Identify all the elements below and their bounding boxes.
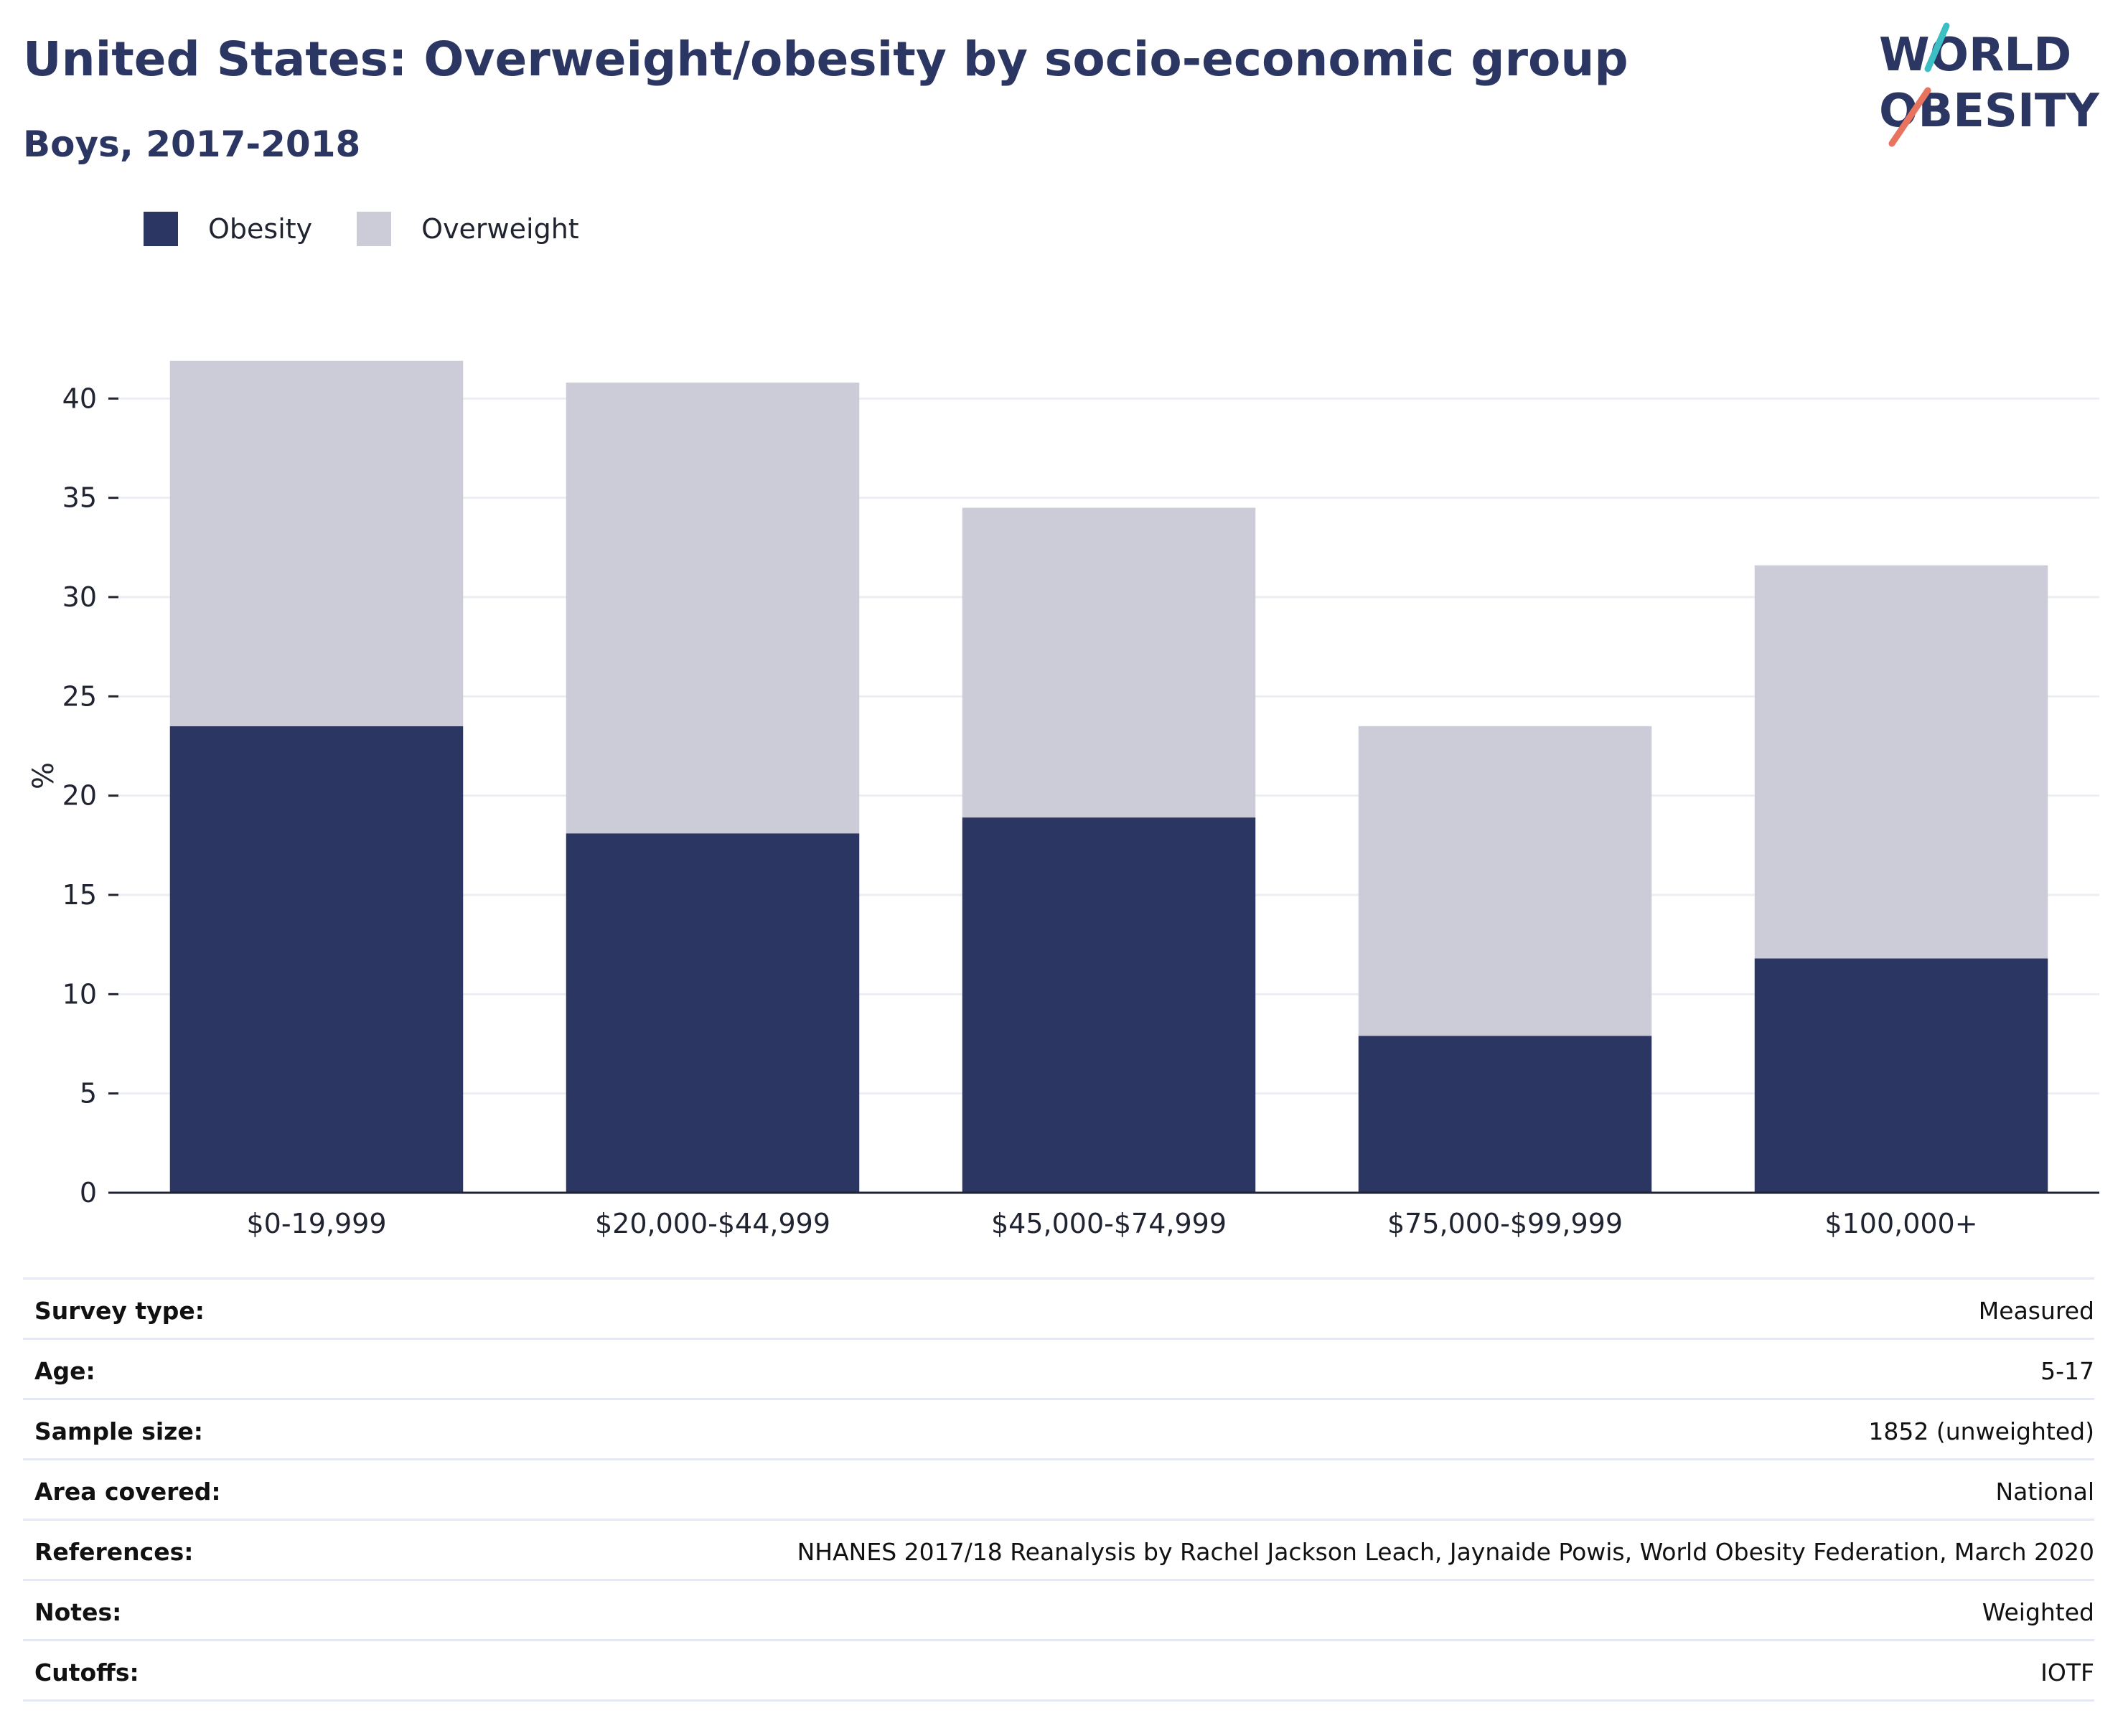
y-tick-label: 15: [62, 879, 97, 911]
x-tick-label: $100,000+: [1824, 1208, 1977, 1239]
chart-legend: Obesity Overweight: [144, 212, 624, 246]
meta-key: References:: [34, 1538, 194, 1566]
legend-item-overweight: Overweight: [357, 212, 579, 246]
logo-line-1: WORLD: [1879, 29, 2071, 82]
chart-subtitle: Boys, 2017-2018: [23, 123, 361, 165]
meta-row-age: Age: 5-17: [23, 1338, 2094, 1398]
chart-title: United States: Overweight/obesity by soc…: [23, 32, 1628, 87]
meta-key: Sample size:: [34, 1417, 203, 1445]
meta-row-survey-type: Survey type: Measured: [23, 1277, 2094, 1338]
meta-value: 5-17: [2040, 1357, 2094, 1385]
legend-swatch-obesity: [144, 212, 178, 246]
meta-row-references: References: NHANES 2017/18 Reanalysis by…: [23, 1519, 2094, 1579]
meta-row-area-covered: Area covered: National: [23, 1458, 2094, 1519]
meta-value: IOTF: [2040, 1658, 2094, 1686]
meta-value: National: [1995, 1478, 2094, 1506]
x-tick-label: $0-19,999: [246, 1208, 386, 1239]
bar-obesity: [1754, 958, 2048, 1193]
bar-overweight: [1358, 726, 1652, 1036]
bar-obesity: [962, 817, 1256, 1193]
meta-value: NHANES 2017/18 Reanalysis by Rachel Jack…: [797, 1538, 2094, 1566]
meta-row-cutoffs: Cutoffs: IOTF: [23, 1639, 2094, 1702]
world-obesity-logo: WORLD OBESITY: [1879, 22, 2099, 147]
x-tick-label: $20,000-$44,999: [595, 1208, 830, 1239]
x-tick-label: $75,000-$99,999: [1387, 1208, 1623, 1239]
meta-value: Measured: [1978, 1297, 2094, 1325]
y-tick-label: 10: [62, 978, 97, 1010]
meta-value: 1852 (unweighted): [1868, 1417, 2094, 1445]
bar-obesity: [1358, 1036, 1652, 1193]
legend-item-obesity: Obesity: [144, 212, 312, 246]
meta-value: Weighted: [1982, 1598, 2094, 1626]
meta-row-sample-size: Sample size: 1852 (unweighted): [23, 1398, 2094, 1458]
bar-overweight: [1754, 565, 2048, 959]
stacked-bar-chart: 0 5 10 15 20 25 30 35 40% $0-19,999 $20,000-$44,99…: [27, 360, 2099, 1239]
survey-details-table: Survey type: Measured Age: 5-17 Sample s…: [23, 1277, 2094, 1702]
logo-slash-coral: [1888, 87, 1931, 147]
meta-key: Notes:: [34, 1598, 122, 1626]
y-tick-label: 5: [80, 1078, 97, 1109]
bar-overweight: [169, 360, 464, 726]
y-tick-label: 35: [62, 482, 97, 514]
bar-obesity: [566, 833, 860, 1193]
legend-label-obesity: Obesity: [208, 213, 313, 245]
bar-obesity: [169, 726, 464, 1193]
x-tick-label: $45,000-$74,999: [991, 1208, 1227, 1239]
legend-swatch-overweight: [357, 212, 392, 246]
logo-slash-teal: [1924, 22, 1950, 72]
legend-label-overweight: Overweight: [421, 213, 579, 245]
y-tick-label: 0: [80, 1177, 97, 1209]
y-tick-label: 25: [62, 680, 97, 712]
meta-key: Age:: [34, 1357, 95, 1385]
y-tick-label: 30: [62, 581, 97, 613]
y-axis-label: %: [27, 762, 60, 789]
bar-overweight: [566, 383, 860, 834]
meta-key: Cutoffs:: [34, 1658, 139, 1686]
meta-row-notes: Notes: Weighted: [23, 1579, 2094, 1639]
y-tick-label: 40: [62, 383, 97, 414]
y-tick-label: 20: [62, 780, 97, 812]
meta-key: Area covered:: [34, 1478, 221, 1506]
bar-overweight: [962, 507, 1256, 818]
meta-key: Survey type:: [34, 1297, 205, 1325]
